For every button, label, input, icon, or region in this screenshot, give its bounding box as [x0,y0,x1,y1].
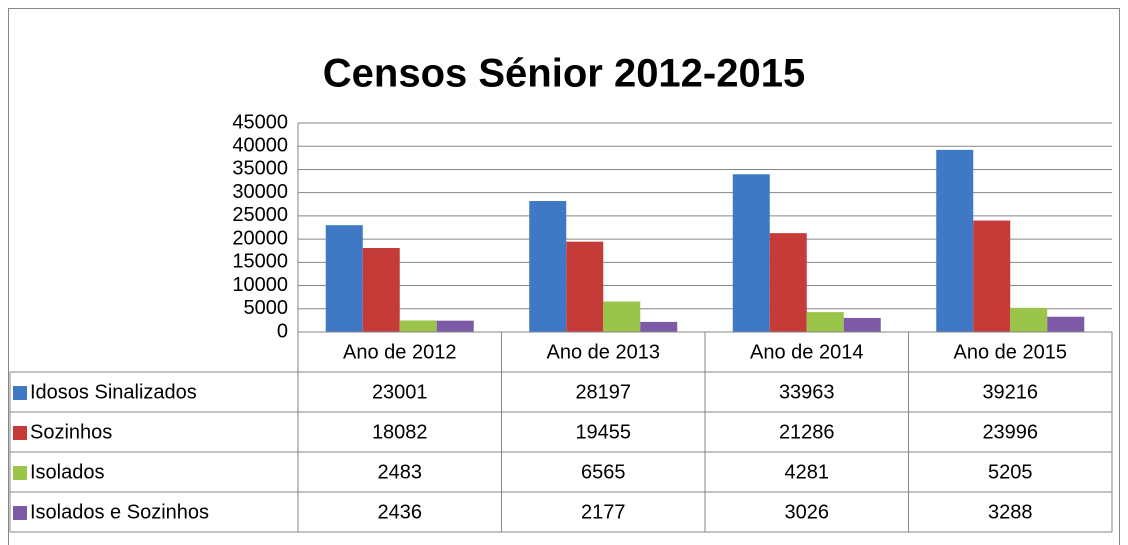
bar [436,320,474,332]
chart-title: Censos Sénior 2012-2015 [323,52,805,96]
table-value: 28197 [575,381,631,403]
legend-label: Isolados e Sozinhos [30,501,209,523]
bar [1047,316,1085,332]
x-tick-label: Ano de 2015 [954,341,1067,363]
y-tick-label: 10000 [232,274,288,296]
bar [566,241,604,332]
bar [603,301,641,332]
y-tick-label: 35000 [232,158,288,180]
y-tick-label: 20000 [232,227,288,249]
bar [769,233,807,332]
table-value: 3026 [785,501,830,523]
table-value: 4281 [785,461,830,483]
table-value: 3288 [988,501,1033,523]
x-tick-label: Ano de 2012 [343,341,456,363]
legend-label: Isolados [30,461,105,483]
table-value: 6565 [581,461,626,483]
table-value: 5205 [988,461,1033,483]
legend-label: Idosos Sinalizados [30,381,197,403]
y-tick-label: 0 [277,320,288,342]
bar [1010,307,1048,332]
bar [399,320,437,332]
y-tick-label: 40000 [232,135,288,157]
bar [362,248,400,332]
table-value: 21286 [779,421,835,443]
table-value: 2177 [581,501,626,523]
x-tick-label: Ano de 2014 [750,341,863,363]
bar [936,149,974,332]
table-value: 2483 [378,461,423,483]
table-value: 2436 [378,501,423,523]
bar [806,312,844,332]
table-value: 18082 [372,421,428,443]
y-tick-label: 30000 [232,181,288,203]
bar [732,174,770,332]
bar [843,317,881,332]
legend-key [13,506,27,520]
table-value: 23001 [372,381,428,403]
bar [973,220,1011,332]
y-tick-label: 45000 [232,111,288,133]
table-value: 23996 [982,421,1038,443]
table-value: 39216 [982,381,1038,403]
bar [325,225,363,332]
legend-key [13,466,27,480]
bar [640,321,678,332]
legend-key [13,386,27,400]
y-tick-label: 5000 [244,297,289,319]
chart-border [8,8,1120,545]
bar [529,201,567,332]
table-value: 19455 [575,421,631,443]
legend-key [13,426,27,440]
table-value: 33963 [779,381,835,403]
legend-label: Sozinhos [30,421,112,443]
y-tick-label: 15000 [232,251,288,273]
y-tick-label: 25000 [232,204,288,226]
x-tick-label: Ano de 2013 [547,341,660,363]
